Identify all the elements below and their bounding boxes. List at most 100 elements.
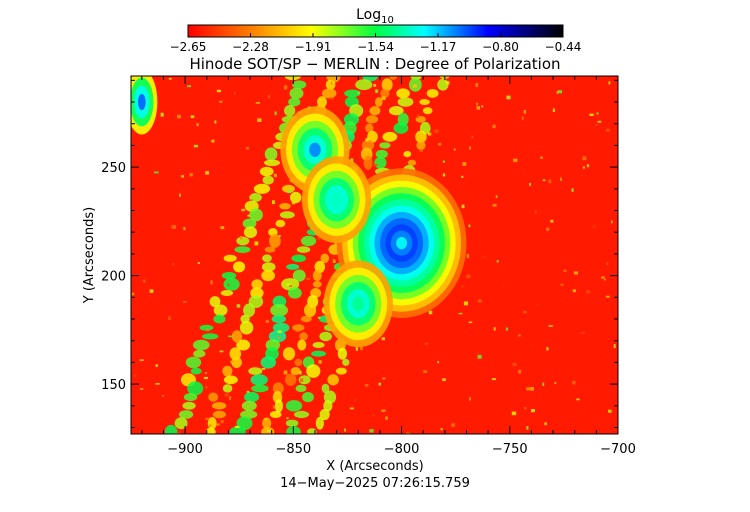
- speck: [211, 139, 215, 143]
- stripe-cell: [295, 384, 307, 392]
- feature-plage: [323, 260, 393, 348]
- stripe-cell: [187, 381, 204, 396]
- y-axis: 150 200 250: [101, 79, 618, 428]
- speck: [554, 382, 557, 385]
- speck: [171, 225, 176, 229]
- stripe-cell: [437, 78, 449, 91]
- speck: [187, 85, 192, 88]
- speck: [582, 166, 585, 169]
- speck: [287, 189, 292, 194]
- stripe-cell: [367, 130, 378, 143]
- stripe-cell: [193, 339, 210, 351]
- stripe-cell: [319, 331, 333, 342]
- speck: [606, 128, 610, 132]
- stripe-cell: [312, 281, 322, 288]
- speck: [295, 329, 300, 332]
- stripe-cell: [283, 347, 296, 361]
- speck: [364, 383, 369, 387]
- speck: [378, 382, 381, 386]
- speck: [349, 407, 354, 410]
- stripe-cell: [199, 324, 214, 331]
- speck: [546, 227, 550, 231]
- speck: [357, 91, 361, 94]
- speck: [546, 347, 549, 351]
- x-axis: −900 −850 −800 −750 −700: [141, 76, 636, 457]
- stripe-cell: [389, 106, 404, 116]
- speck: [245, 147, 249, 150]
- stripe-cell: [300, 315, 312, 323]
- stripe-cell: [306, 364, 321, 378]
- stripe-cell: [419, 99, 430, 105]
- speck: [179, 193, 181, 197]
- speck: [417, 114, 419, 119]
- stripe-cell: [426, 89, 439, 98]
- stripe-cell: [182, 401, 196, 410]
- speck: [592, 224, 597, 229]
- stripe-cell: [279, 203, 291, 210]
- speck: [154, 171, 159, 174]
- stripe-cell: [319, 408, 330, 421]
- speck: [161, 395, 165, 397]
- stripe-cell: [236, 236, 250, 246]
- stripe-cell: [290, 367, 301, 376]
- speck: [246, 390, 250, 393]
- stripe-cell: [355, 79, 373, 91]
- stripe-cell: [297, 339, 307, 351]
- speck: [423, 370, 428, 373]
- heatmap-plot: [131, 76, 618, 434]
- stripe-cell: [365, 115, 379, 124]
- colorbar-tick-label: −0.80: [482, 40, 519, 54]
- speck: [381, 337, 385, 341]
- speck: [550, 219, 554, 223]
- stripe-cell: [261, 270, 275, 282]
- stripe-cell: [397, 97, 414, 107]
- speck: [453, 148, 456, 151]
- speck: [571, 188, 574, 192]
- speck: [214, 120, 217, 124]
- speck: [471, 135, 474, 139]
- stripe-cell: [241, 400, 257, 411]
- stripe-cell: [291, 254, 307, 263]
- speck: [595, 124, 598, 127]
- speck: [477, 299, 482, 303]
- speck: [236, 304, 241, 308]
- stripe-cell: [335, 367, 347, 375]
- plot-frame: [130, 75, 619, 435]
- speck: [140, 388, 144, 390]
- stripe-cell: [209, 296, 221, 308]
- stripe-cell: [229, 347, 242, 361]
- speck: [476, 102, 479, 106]
- stripe-cell: [229, 426, 246, 434]
- speck: [255, 102, 260, 104]
- speck: [264, 418, 268, 421]
- speck: [558, 90, 562, 94]
- speck: [210, 280, 213, 285]
- speck: [451, 423, 455, 427]
- stripe-cell: [190, 367, 202, 375]
- speck: [492, 203, 497, 207]
- stripe-cell: [264, 147, 278, 161]
- speck: [412, 84, 417, 88]
- stripe-cell: [312, 270, 322, 282]
- feature-plage: [280, 106, 350, 194]
- speck: [589, 113, 594, 116]
- stripe-cell: [221, 272, 237, 280]
- speck: [219, 100, 223, 103]
- stripe-cell: [234, 246, 251, 254]
- speck: [203, 376, 208, 380]
- speck: [197, 262, 200, 264]
- speck: [548, 325, 553, 327]
- speck: [205, 171, 210, 175]
- speck: [466, 274, 471, 279]
- stripe-cell: [183, 393, 198, 402]
- stripe-cell: [321, 383, 330, 394]
- speck: [523, 311, 527, 314]
- stripe-cell: [289, 191, 302, 204]
- speck: [247, 214, 250, 217]
- speck: [544, 422, 547, 426]
- stripe-cell: [213, 304, 228, 317]
- speck: [233, 91, 237, 95]
- stripe-cell: [236, 416, 253, 431]
- speck: [209, 424, 212, 427]
- stripe-cell: [231, 356, 242, 369]
